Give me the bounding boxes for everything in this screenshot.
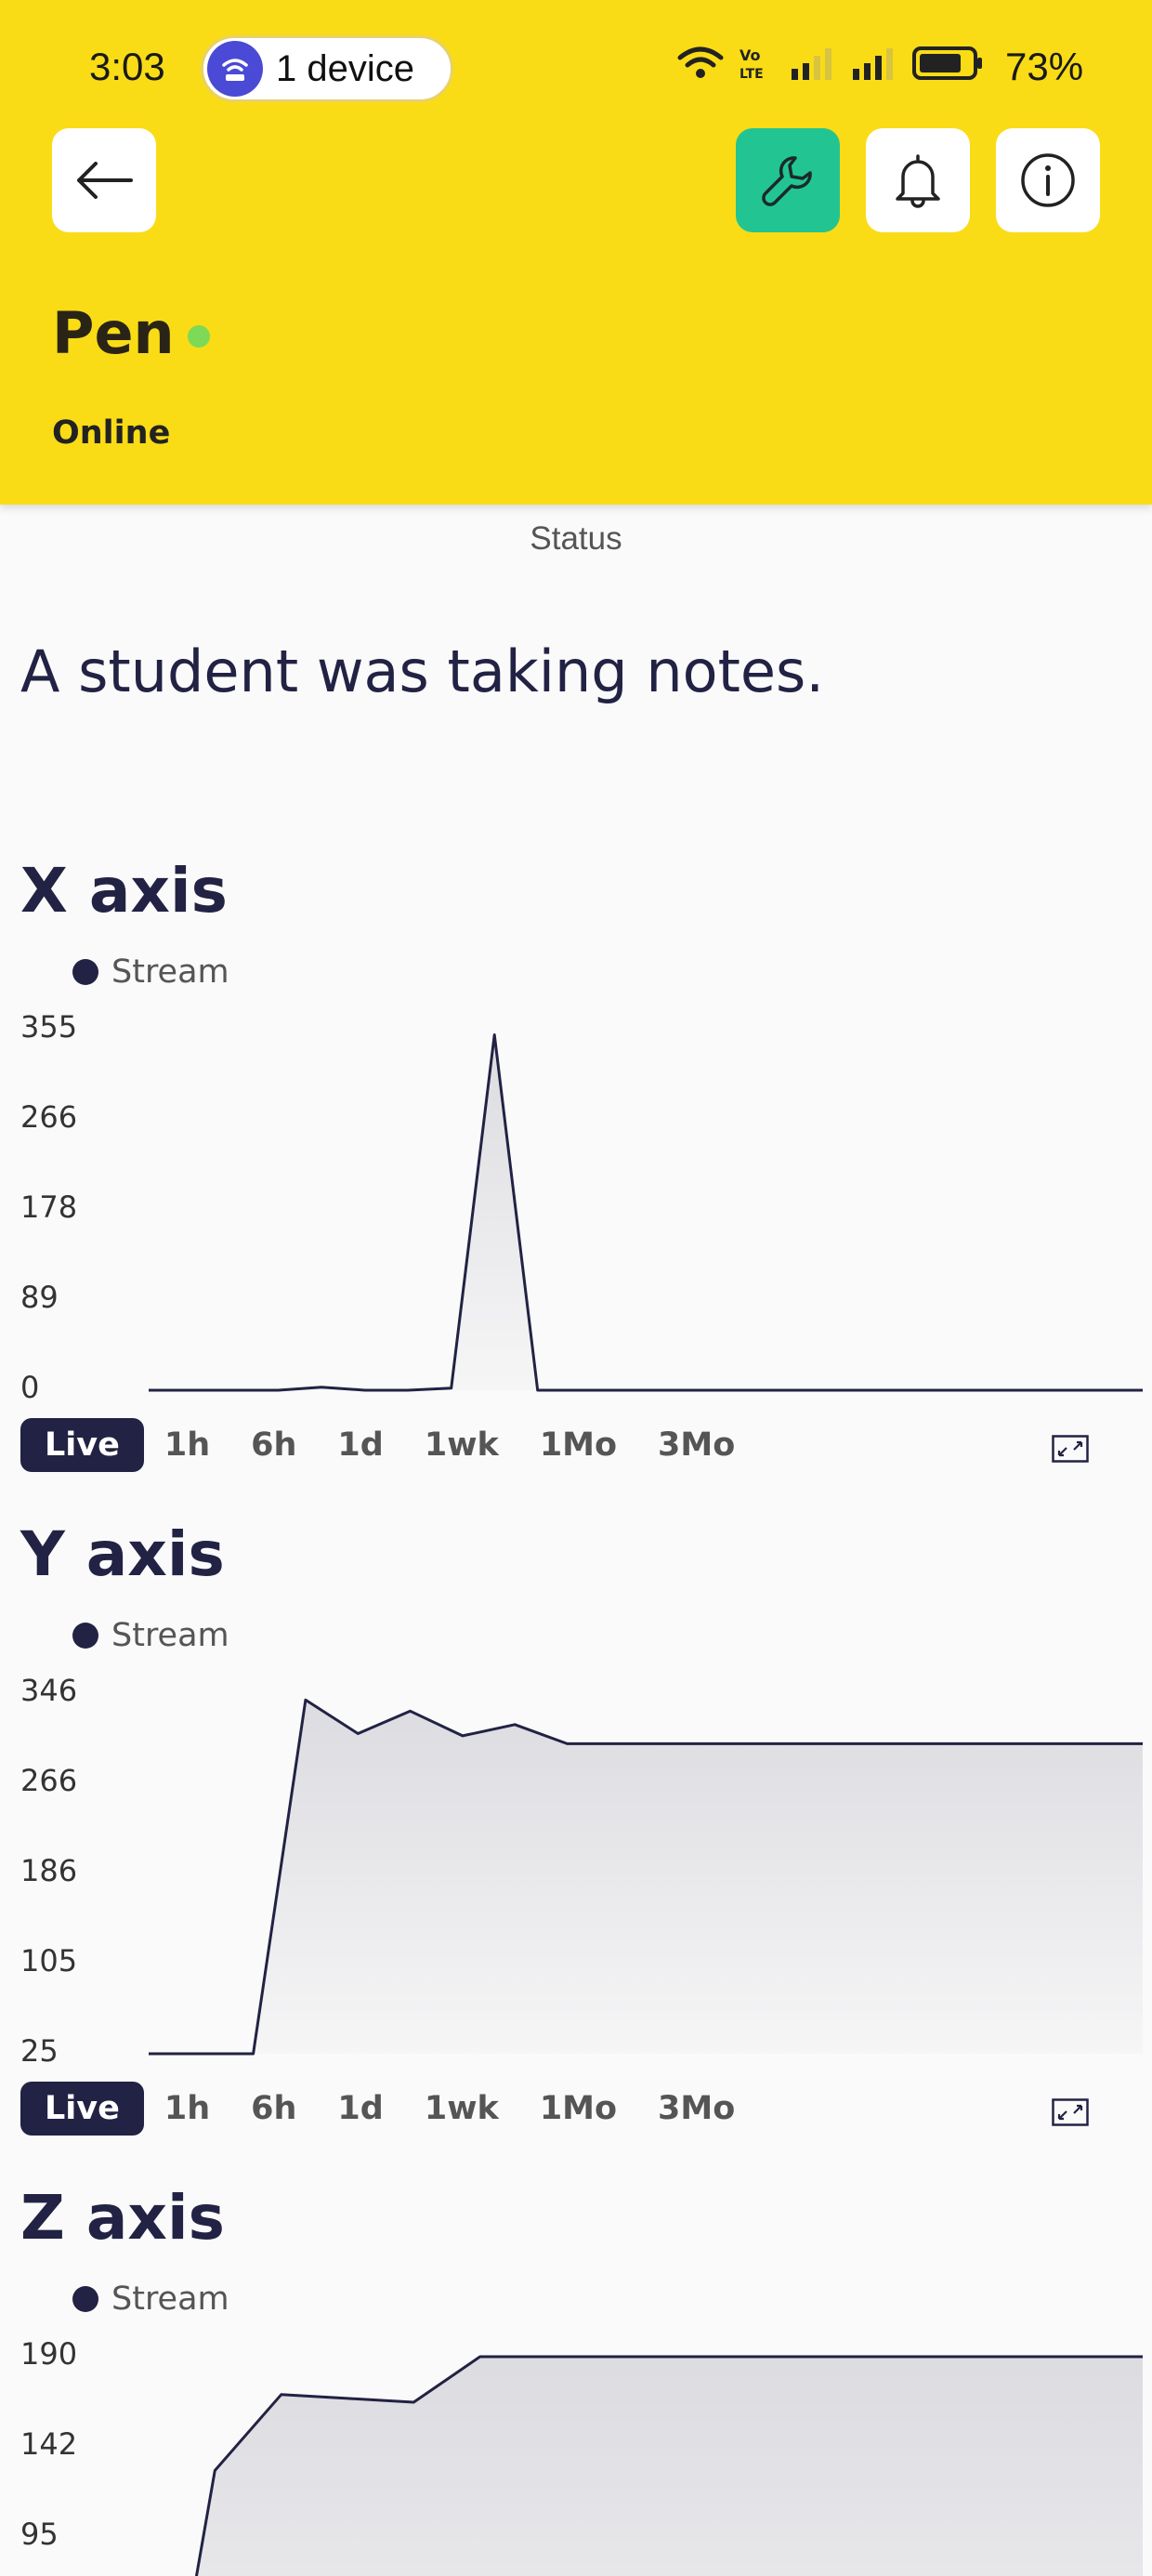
router-icon bbox=[207, 41, 263, 97]
y-tick-label: 142 bbox=[20, 2426, 78, 2462]
system-status-icons: Vo LTE bbox=[676, 45, 985, 82]
y-tick-label: 186 bbox=[20, 1853, 78, 1888]
range-1d[interactable]: 1d bbox=[337, 1426, 384, 1464]
svg-text:LTE: LTE bbox=[740, 67, 764, 82]
y-axis-chart bbox=[149, 1698, 1143, 2056]
bell-icon bbox=[896, 154, 940, 208]
legend-label: Stream bbox=[111, 2280, 229, 2318]
connection-status-label: Online bbox=[52, 414, 171, 452]
y-axis-range-selector: Live 1h 6h 1d 1wk 1Mo 3Mo bbox=[20, 2082, 755, 2136]
volte-icon: Vo LTE bbox=[740, 46, 764, 82]
signal-strength-2-icon bbox=[853, 48, 893, 80]
series-line-stream bbox=[149, 1033, 1143, 1392]
back-arrow-icon bbox=[77, 162, 133, 199]
x-axis-chart bbox=[149, 1033, 1143, 1392]
legend-dot bbox=[72, 1623, 98, 1649]
status-bar-time: 3:03 bbox=[89, 45, 165, 88]
back-button[interactable] bbox=[52, 128, 156, 232]
z-axis-title: Z axis bbox=[20, 2182, 225, 2254]
series-line-stream bbox=[149, 1698, 1143, 2056]
y-tick-label: 105 bbox=[20, 1943, 78, 1978]
settings-wrench-button[interactable] bbox=[736, 128, 840, 232]
y-tick-label: 0 bbox=[20, 1370, 40, 1405]
battery-icon bbox=[912, 46, 982, 80]
device-name: Pen bbox=[52, 299, 175, 367]
range-3mo[interactable]: 3Mo bbox=[658, 1426, 736, 1464]
info-button[interactable] bbox=[996, 128, 1100, 232]
y-axis-expand-button[interactable] bbox=[1052, 2098, 1089, 2126]
range-1mo[interactable]: 1Mo bbox=[539, 1426, 618, 1464]
expand-icon bbox=[1052, 1435, 1089, 1463]
x-axis-expand-button[interactable] bbox=[1052, 1435, 1089, 1463]
range-1wk[interactable]: 1wk bbox=[424, 1426, 499, 1464]
notifications-button[interactable] bbox=[866, 128, 970, 232]
z-axis-legend: Stream bbox=[72, 2280, 229, 2318]
signal-strength-icon bbox=[792, 48, 831, 80]
series-area-fill bbox=[149, 1700, 1143, 2054]
y-tick-label: 95 bbox=[20, 2517, 59, 2552]
series-area-fill bbox=[149, 2357, 1143, 2576]
x-axis-range-selector: Live 1h 6h 1d 1wk 1Mo 3Mo bbox=[20, 1418, 755, 1472]
y-tick-label: 190 bbox=[20, 2336, 78, 2372]
range-1h[interactable]: 1h bbox=[164, 1426, 211, 1464]
device-count-pill[interactable]: 1 device bbox=[201, 35, 453, 102]
y-tick-label: 355 bbox=[20, 1009, 78, 1045]
device-count-label: 1 device bbox=[276, 47, 414, 89]
range-live[interactable]: Live bbox=[20, 2082, 144, 2136]
range-6h[interactable]: 6h bbox=[251, 1426, 297, 1464]
x-axis-title: X axis bbox=[20, 855, 228, 927]
series-line-stream bbox=[194, 2355, 1143, 2576]
status-text: A student was taking notes. bbox=[20, 637, 825, 705]
legend-label: Stream bbox=[111, 953, 229, 991]
z-axis-chart bbox=[149, 2355, 1143, 2576]
svg-text:Vo: Vo bbox=[740, 46, 761, 64]
legend-dot bbox=[72, 959, 98, 985]
y-tick-label: 178 bbox=[20, 1189, 78, 1225]
wifi-icon bbox=[677, 46, 724, 78]
range-6h[interactable]: 6h bbox=[251, 2090, 297, 2127]
battery-percentage: 73% bbox=[1005, 45, 1084, 88]
x-axis-legend: Stream bbox=[72, 953, 229, 991]
status-section-title: Status bbox=[530, 520, 622, 557]
y-tick-label: 266 bbox=[20, 1099, 78, 1135]
legend-label: Stream bbox=[111, 1617, 229, 1654]
range-live[interactable]: Live bbox=[20, 1418, 144, 1472]
y-tick-label: 89 bbox=[20, 1280, 59, 1315]
series-area-fill bbox=[149, 1034, 1143, 1390]
y-axis-title: Y axis bbox=[20, 1518, 225, 1590]
range-1mo[interactable]: 1Mo bbox=[539, 2090, 618, 2127]
app-header: 3:03 1 device Vo LTE bbox=[0, 0, 1152, 505]
legend-dot bbox=[72, 2286, 98, 2312]
range-3mo[interactable]: 3Mo bbox=[658, 2090, 736, 2127]
online-indicator-dot bbox=[188, 325, 210, 348]
wrench-icon bbox=[762, 156, 812, 206]
range-1d[interactable]: 1d bbox=[337, 2090, 384, 2127]
range-1wk[interactable]: 1wk bbox=[424, 2090, 499, 2127]
y-tick-label: 266 bbox=[20, 1763, 78, 1798]
y-axis-legend: Stream bbox=[72, 1617, 229, 1654]
range-1h[interactable]: 1h bbox=[164, 2090, 211, 2127]
y-tick-label: 346 bbox=[20, 1673, 78, 1708]
expand-icon bbox=[1052, 2098, 1089, 2126]
info-icon bbox=[1021, 153, 1075, 207]
y-tick-label: 25 bbox=[20, 2033, 59, 2069]
